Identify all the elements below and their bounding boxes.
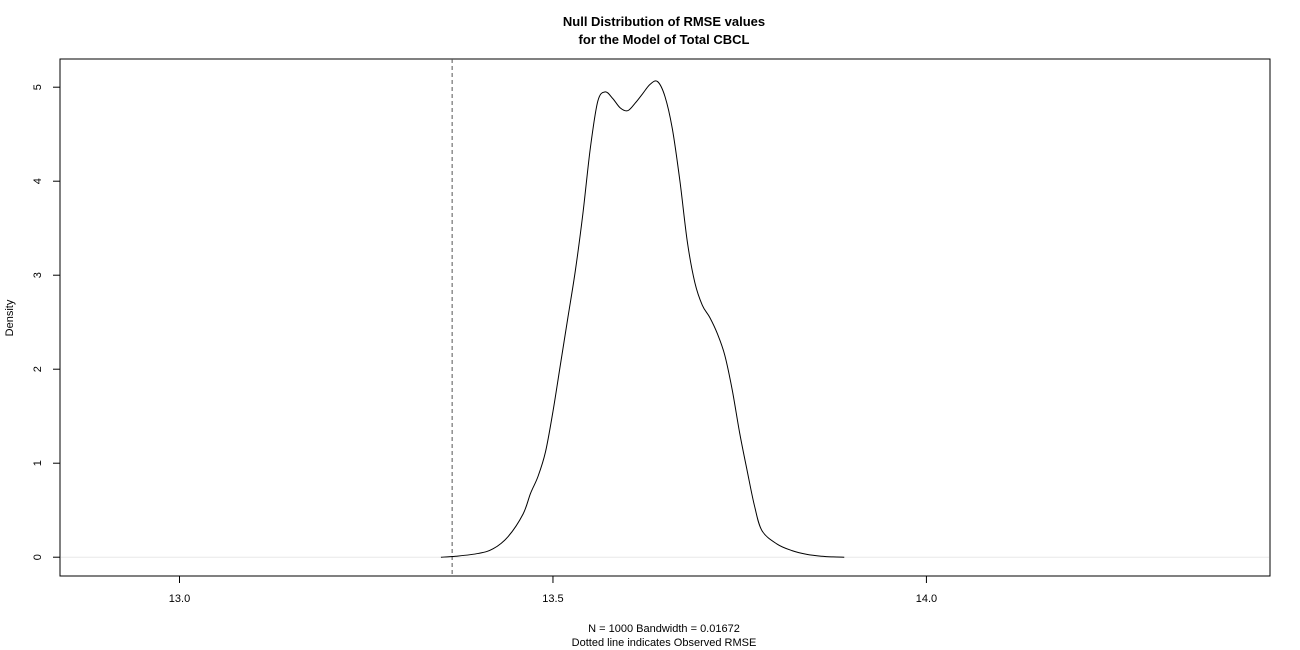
y-tick-label: 3: [32, 272, 44, 278]
y-tick-label: 5: [32, 84, 44, 90]
x-axis: 13.0 13.5 14.0: [169, 576, 937, 605]
x-axis-label-line2: Dotted line indicates Observed RMSE: [572, 637, 757, 649]
y-axis-label: Density: [4, 299, 16, 336]
y-tick-label: 2: [32, 366, 44, 372]
y-tick-label: 1: [32, 460, 44, 466]
x-tick-label: 13.5: [542, 593, 563, 605]
x-axis-label-line1: N = 1000 Bandwidth = 0.01672: [588, 623, 740, 635]
density-curve: [440, 80, 845, 558]
plot-frame: [59, 58, 1271, 577]
x-tick-label: 14.0: [916, 593, 937, 605]
y-tick-label: 4: [32, 178, 44, 184]
x-tick-label: 13.0: [169, 593, 190, 605]
chart-title-line2: for the Model of Total CBCL: [579, 32, 750, 47]
y-tick-label: 0: [32, 554, 44, 560]
chart-title-line1: Null Distribution of RMSE values: [563, 14, 765, 29]
y-axis: 0 1 2 3 4 5: [32, 84, 60, 560]
